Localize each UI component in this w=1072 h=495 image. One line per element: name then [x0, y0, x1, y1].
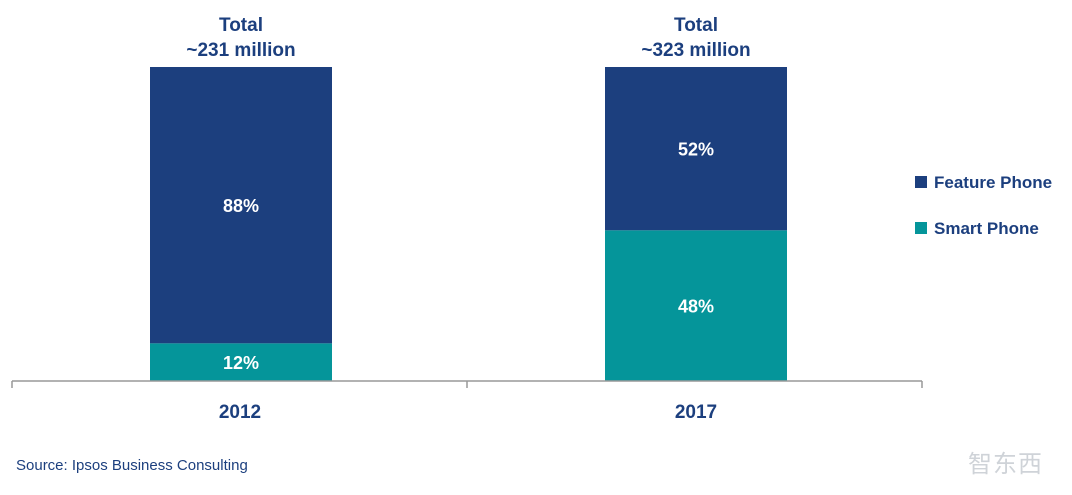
- data-label-2012-smart-phone: 12%: [223, 353, 259, 373]
- legend-swatch-smart-phone: [915, 222, 927, 234]
- bar-2012-smart-phone: [150, 343, 332, 381]
- data-label-2017-smart-phone: 48%: [678, 297, 714, 317]
- source-note: Source: Ipsos Business Consulting: [16, 457, 248, 474]
- bar-2017-smart-phone: [605, 230, 787, 381]
- bar-2017-feature-phone: [605, 67, 787, 231]
- legend-label-feature-phone: Feature Phone: [934, 173, 1052, 192]
- segment-labels-group: 12% 88% 48% 52%: [223, 140, 714, 374]
- watermark-logo: 智东西: [968, 450, 1043, 478]
- data-label-2017-feature-phone: 52%: [678, 140, 714, 160]
- x-tick-label-2012: 2012: [219, 402, 261, 423]
- total-label-2012: Total ~231 million: [186, 15, 295, 61]
- data-label-2012-feature-phone: 88%: [223, 196, 259, 216]
- category-labels-group: 2012 2017: [219, 402, 717, 423]
- legend: Feature Phone Smart Phone: [915, 173, 1052, 238]
- legend-label-smart-phone: Smart Phone: [934, 219, 1039, 238]
- x-tick-label-2017: 2017: [675, 402, 717, 423]
- total-label-2017: Total ~323 million: [641, 15, 750, 61]
- legend-swatch-feature-phone: [915, 176, 927, 188]
- total-labels-group: Total ~231 million Total ~323 million: [186, 15, 750, 61]
- bar-2012-feature-phone: [150, 67, 332, 344]
- bars-group: [150, 67, 787, 381]
